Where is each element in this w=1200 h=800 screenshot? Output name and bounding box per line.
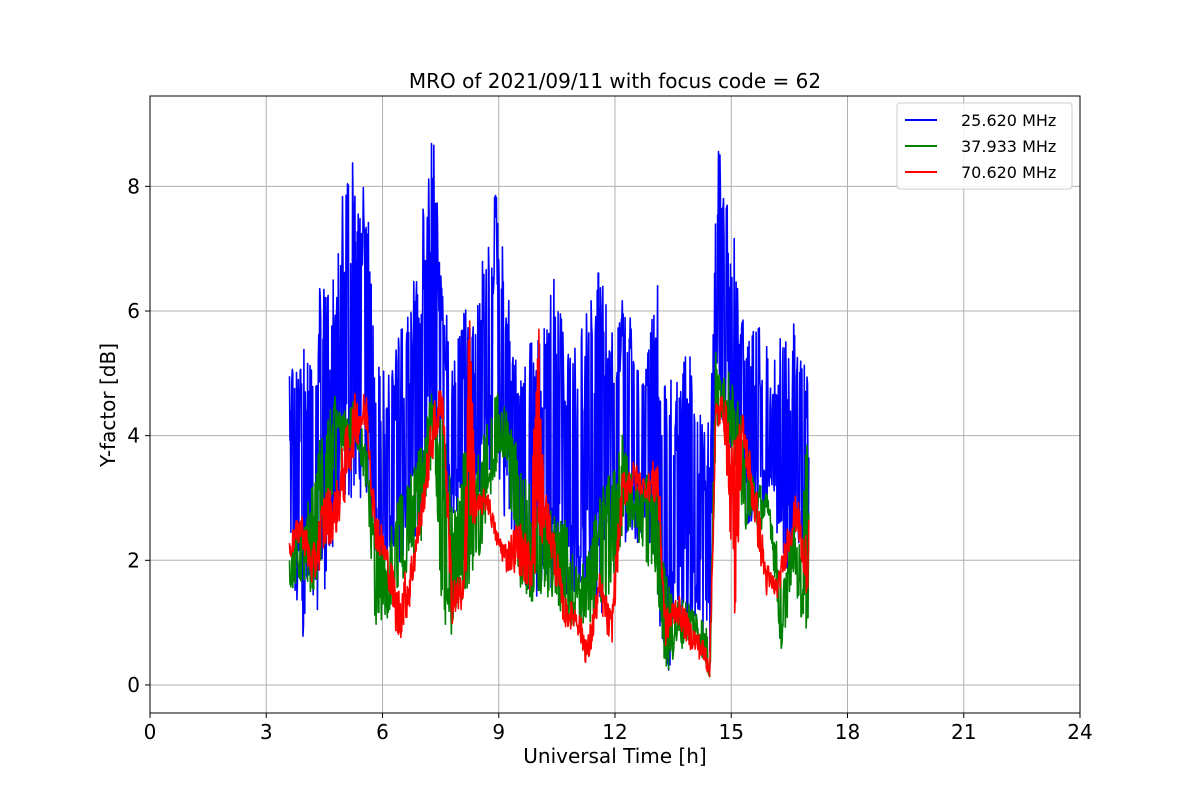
y-tick-label: 2	[127, 548, 140, 572]
legend-box	[896, 102, 1073, 190]
chart-title: MRO of 2021/09/11 with focus code = 62	[409, 69, 821, 93]
x-tick-label: 21	[951, 720, 976, 744]
x-tick-label: 3	[260, 720, 273, 744]
x-tick-label: 6	[376, 720, 389, 744]
series-line-25-620-mhz	[288, 142, 810, 671]
y-tick-label: 0	[127, 673, 140, 697]
y-axis-label: Y-factor [dB]	[96, 343, 120, 468]
x-tick-label: 24	[1067, 720, 1092, 744]
y-tick-label: 4	[127, 424, 140, 448]
x-tick-label: 12	[602, 720, 627, 744]
x-tick-label: 0	[144, 720, 157, 744]
series-layer	[288, 142, 810, 678]
x-tick-label: 18	[835, 720, 860, 744]
legend-label: 25.620 MHz	[961, 111, 1056, 130]
series-line-37-933-mhz	[288, 351, 810, 678]
y-tick-label: 6	[127, 299, 140, 323]
y-tick-label: 8	[127, 174, 140, 198]
legend: 25.620 MHz 37.933 MHz 70.620 MHz	[896, 102, 1073, 190]
legend-label: 37.933 MHz	[961, 137, 1056, 156]
legend-label: 70.620 MHz	[961, 163, 1056, 182]
x-tick-label: 9	[492, 720, 505, 744]
series-line-70-620-mhz	[288, 320, 810, 678]
x-axis-label: Universal Time [h]	[523, 744, 706, 768]
x-tick-label: 15	[719, 720, 744, 744]
